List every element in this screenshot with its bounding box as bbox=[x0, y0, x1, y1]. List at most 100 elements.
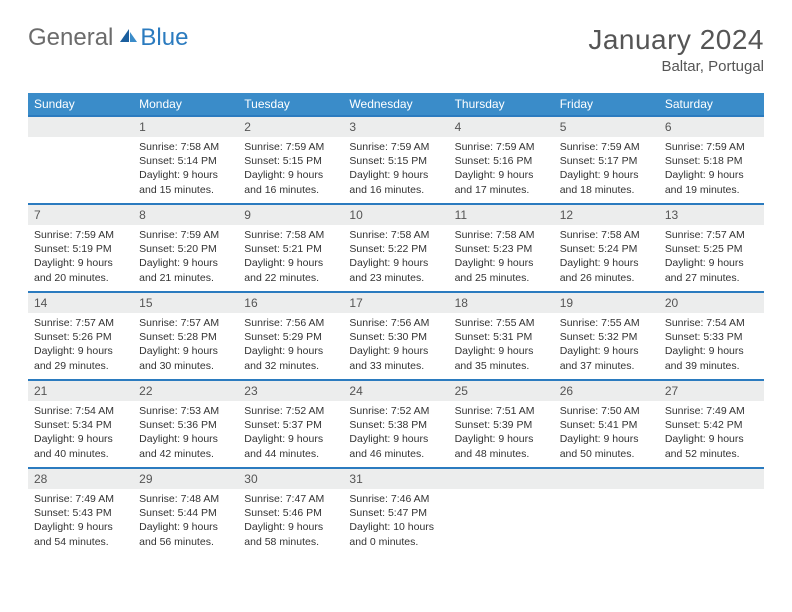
day-number: 5 bbox=[554, 117, 659, 137]
day-number bbox=[659, 469, 764, 489]
sunrise-text: Sunrise: 7:53 AM bbox=[139, 404, 232, 418]
day-cell: 23Sunrise: 7:52 AMSunset: 5:37 PMDayligh… bbox=[238, 380, 343, 468]
day-number: 1 bbox=[133, 117, 238, 137]
day-cell: 29Sunrise: 7:48 AMSunset: 5:44 PMDayligh… bbox=[133, 468, 238, 556]
day-cell: 18Sunrise: 7:55 AMSunset: 5:31 PMDayligh… bbox=[449, 292, 554, 380]
daylight-text: Daylight: 9 hours and 15 minutes. bbox=[139, 168, 232, 196]
day-number: 30 bbox=[238, 469, 343, 489]
day-number: 8 bbox=[133, 205, 238, 225]
day-header: Monday bbox=[133, 93, 238, 116]
day-number: 23 bbox=[238, 381, 343, 401]
sunrise-text: Sunrise: 7:48 AM bbox=[139, 492, 232, 506]
sunrise-text: Sunrise: 7:59 AM bbox=[455, 140, 548, 154]
daylight-text: Daylight: 9 hours and 39 minutes. bbox=[665, 344, 758, 372]
day-cell: 20Sunrise: 7:54 AMSunset: 5:33 PMDayligh… bbox=[659, 292, 764, 380]
logo-sail-icon bbox=[118, 27, 138, 50]
day-number: 19 bbox=[554, 293, 659, 313]
day-cell: 14Sunrise: 7:57 AMSunset: 5:26 PMDayligh… bbox=[28, 292, 133, 380]
sunrise-text: Sunrise: 7:49 AM bbox=[34, 492, 127, 506]
day-body: Sunrise: 7:57 AMSunset: 5:26 PMDaylight:… bbox=[28, 313, 133, 379]
day-number: 31 bbox=[343, 469, 448, 489]
day-cell: 30Sunrise: 7:47 AMSunset: 5:46 PMDayligh… bbox=[238, 468, 343, 556]
day-cell: 17Sunrise: 7:56 AMSunset: 5:30 PMDayligh… bbox=[343, 292, 448, 380]
day-number: 29 bbox=[133, 469, 238, 489]
sunrise-text: Sunrise: 7:59 AM bbox=[244, 140, 337, 154]
day-body: Sunrise: 7:51 AMSunset: 5:39 PMDaylight:… bbox=[449, 401, 554, 467]
day-number: 16 bbox=[238, 293, 343, 313]
day-body: Sunrise: 7:49 AMSunset: 5:43 PMDaylight:… bbox=[28, 489, 133, 555]
day-body: Sunrise: 7:59 AMSunset: 5:18 PMDaylight:… bbox=[659, 137, 764, 203]
daylight-text: Daylight: 10 hours and 0 minutes. bbox=[349, 520, 442, 548]
daylight-text: Daylight: 9 hours and 16 minutes. bbox=[244, 168, 337, 196]
day-cell: 10Sunrise: 7:58 AMSunset: 5:22 PMDayligh… bbox=[343, 204, 448, 292]
daylight-text: Daylight: 9 hours and 17 minutes. bbox=[455, 168, 548, 196]
day-body: Sunrise: 7:49 AMSunset: 5:42 PMDaylight:… bbox=[659, 401, 764, 467]
day-body: Sunrise: 7:48 AMSunset: 5:44 PMDaylight:… bbox=[133, 489, 238, 555]
sunrise-text: Sunrise: 7:59 AM bbox=[349, 140, 442, 154]
logo: General Blue bbox=[28, 24, 188, 52]
daylight-text: Daylight: 9 hours and 23 minutes. bbox=[349, 256, 442, 284]
day-body: Sunrise: 7:50 AMSunset: 5:41 PMDaylight:… bbox=[554, 401, 659, 467]
location-label: Baltar, Portugal bbox=[588, 58, 764, 75]
daylight-text: Daylight: 9 hours and 18 minutes. bbox=[560, 168, 653, 196]
day-body bbox=[28, 137, 133, 197]
day-number: 12 bbox=[554, 205, 659, 225]
sunset-text: Sunset: 5:26 PM bbox=[34, 330, 127, 344]
title-block: January 2024 Baltar, Portugal bbox=[588, 24, 764, 75]
day-body: Sunrise: 7:53 AMSunset: 5:36 PMDaylight:… bbox=[133, 401, 238, 467]
sunrise-text: Sunrise: 7:58 AM bbox=[139, 140, 232, 154]
sunset-text: Sunset: 5:18 PM bbox=[665, 154, 758, 168]
sunrise-text: Sunrise: 7:54 AM bbox=[34, 404, 127, 418]
day-body: Sunrise: 7:59 AMSunset: 5:15 PMDaylight:… bbox=[343, 137, 448, 203]
sunset-text: Sunset: 5:28 PM bbox=[139, 330, 232, 344]
sunrise-text: Sunrise: 7:54 AM bbox=[665, 316, 758, 330]
day-header: Thursday bbox=[449, 93, 554, 116]
week-row: 1Sunrise: 7:58 AMSunset: 5:14 PMDaylight… bbox=[28, 116, 764, 204]
sunset-text: Sunset: 5:47 PM bbox=[349, 506, 442, 520]
day-body: Sunrise: 7:55 AMSunset: 5:31 PMDaylight:… bbox=[449, 313, 554, 379]
sunrise-text: Sunrise: 7:49 AM bbox=[665, 404, 758, 418]
sunset-text: Sunset: 5:38 PM bbox=[349, 418, 442, 432]
day-cell bbox=[28, 116, 133, 204]
sunset-text: Sunset: 5:29 PM bbox=[244, 330, 337, 344]
day-header: Tuesday bbox=[238, 93, 343, 116]
day-number: 4 bbox=[449, 117, 554, 137]
day-number: 9 bbox=[238, 205, 343, 225]
daylight-text: Daylight: 9 hours and 29 minutes. bbox=[34, 344, 127, 372]
week-row: 28Sunrise: 7:49 AMSunset: 5:43 PMDayligh… bbox=[28, 468, 764, 556]
sunset-text: Sunset: 5:24 PM bbox=[560, 242, 653, 256]
sunrise-text: Sunrise: 7:57 AM bbox=[34, 316, 127, 330]
sunrise-text: Sunrise: 7:57 AM bbox=[139, 316, 232, 330]
day-body: Sunrise: 7:59 AMSunset: 5:15 PMDaylight:… bbox=[238, 137, 343, 203]
day-body bbox=[659, 489, 764, 549]
week-row: 21Sunrise: 7:54 AMSunset: 5:34 PMDayligh… bbox=[28, 380, 764, 468]
sunrise-text: Sunrise: 7:56 AM bbox=[244, 316, 337, 330]
day-body: Sunrise: 7:54 AMSunset: 5:34 PMDaylight:… bbox=[28, 401, 133, 467]
sunset-text: Sunset: 5:15 PM bbox=[244, 154, 337, 168]
day-body bbox=[554, 489, 659, 549]
sunrise-text: Sunrise: 7:55 AM bbox=[455, 316, 548, 330]
day-body: Sunrise: 7:58 AMSunset: 5:24 PMDaylight:… bbox=[554, 225, 659, 291]
daylight-text: Daylight: 9 hours and 30 minutes. bbox=[139, 344, 232, 372]
day-cell: 12Sunrise: 7:58 AMSunset: 5:24 PMDayligh… bbox=[554, 204, 659, 292]
day-cell: 26Sunrise: 7:50 AMSunset: 5:41 PMDayligh… bbox=[554, 380, 659, 468]
day-cell: 31Sunrise: 7:46 AMSunset: 5:47 PMDayligh… bbox=[343, 468, 448, 556]
sunset-text: Sunset: 5:46 PM bbox=[244, 506, 337, 520]
daylight-text: Daylight: 9 hours and 21 minutes. bbox=[139, 256, 232, 284]
day-body: Sunrise: 7:59 AMSunset: 5:20 PMDaylight:… bbox=[133, 225, 238, 291]
day-body bbox=[449, 489, 554, 549]
day-number bbox=[449, 469, 554, 489]
sunset-text: Sunset: 5:20 PM bbox=[139, 242, 232, 256]
day-cell bbox=[554, 468, 659, 556]
daylight-text: Daylight: 9 hours and 52 minutes. bbox=[665, 432, 758, 460]
sunrise-text: Sunrise: 7:51 AM bbox=[455, 404, 548, 418]
day-cell: 1Sunrise: 7:58 AMSunset: 5:14 PMDaylight… bbox=[133, 116, 238, 204]
daylight-text: Daylight: 9 hours and 25 minutes. bbox=[455, 256, 548, 284]
week-row: 7Sunrise: 7:59 AMSunset: 5:19 PMDaylight… bbox=[28, 204, 764, 292]
sunrise-text: Sunrise: 7:59 AM bbox=[560, 140, 653, 154]
day-body: Sunrise: 7:58 AMSunset: 5:22 PMDaylight:… bbox=[343, 225, 448, 291]
day-cell: 3Sunrise: 7:59 AMSunset: 5:15 PMDaylight… bbox=[343, 116, 448, 204]
day-number: 27 bbox=[659, 381, 764, 401]
day-body: Sunrise: 7:59 AMSunset: 5:19 PMDaylight:… bbox=[28, 225, 133, 291]
daylight-text: Daylight: 9 hours and 16 minutes. bbox=[349, 168, 442, 196]
